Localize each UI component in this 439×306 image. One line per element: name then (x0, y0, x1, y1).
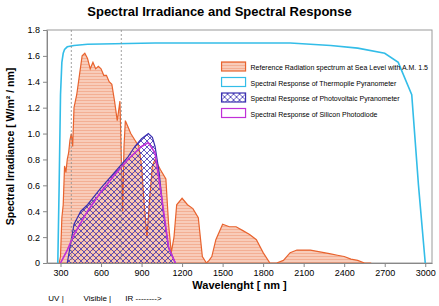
legend: Reference Radiation spectrum at Sea Leve… (222, 62, 429, 119)
x-tick-mark (223, 263, 224, 267)
y-tick-label: 0 (35, 258, 40, 268)
x-tick-label: 900 (135, 268, 150, 278)
x-tick: 600 (94, 263, 109, 278)
y-tick-label: 1.6 (27, 51, 40, 61)
legend-item: Spectral Response of Thermopile Pyranome… (222, 78, 397, 88)
y-tick-mark (43, 30, 47, 31)
x-tick: 1200 (173, 263, 193, 278)
x-tick-mark (142, 263, 143, 267)
y-tick-mark (43, 159, 47, 160)
legend-swatch (222, 93, 246, 102)
x-tick: 2700 (375, 263, 395, 278)
y-tick-mark (43, 185, 47, 186)
legend-item: Reference Radiation spectrum at Sea Leve… (222, 62, 429, 72)
y-axis: 0 0.2 0.4 0.6 0.8 1.0 1.2 1.4 1.6 1.8 (27, 25, 47, 268)
legend-swatch (222, 62, 246, 71)
y-tick-label: 1.4 (27, 77, 40, 87)
x-tick-label: 600 (94, 268, 109, 278)
y-tick: 0.6 (27, 181, 47, 191)
legend-label: Spectral Response of Thermopile Pyranome… (251, 80, 397, 88)
x-axis-title: Wavelenght [ nm ] (192, 279, 287, 291)
x-tick-label: 1800 (254, 268, 274, 278)
x-tick: 1800 (254, 263, 274, 278)
x-tick: 1500 (213, 263, 233, 278)
y-tick: 1.8 (27, 25, 47, 35)
y-tick-mark (43, 82, 47, 83)
series-line (58, 43, 425, 263)
y-tick-mark (43, 56, 47, 57)
region-boundary (71, 30, 72, 263)
series-line (61, 143, 176, 263)
x-tick-label: 2100 (294, 268, 314, 278)
y-tick: 0.2 (27, 232, 47, 242)
x-tick: 900 (135, 263, 150, 278)
legend-item: Spectral Response of Silicon Photodiode (222, 109, 378, 119)
y-tick: 1.0 (27, 129, 47, 139)
y-tick-mark (43, 263, 47, 264)
chart-container: 300 600 900 1200 1500 1800 2100 2400 2700 3000 0 0.… (0, 0, 439, 306)
y-tick-label: 0.2 (27, 232, 40, 242)
y-tick: 0 (35, 258, 47, 268)
x-tick-mark (425, 263, 426, 267)
x-tick: 2100 (294, 263, 314, 278)
x-axis-line (48, 263, 433, 264)
y-tick-label: 0.6 (27, 181, 40, 191)
region-boundary (121, 30, 122, 263)
y-tick: 1.6 (27, 51, 47, 61)
x-tick-label: 300 (53, 268, 68, 278)
x-tick-mark (304, 263, 305, 267)
x-tick-mark (101, 263, 102, 267)
x-tick-mark (385, 263, 386, 267)
chart-svg: 300 600 900 1200 1500 1800 2100 2400 2700 3000 0 0.… (0, 0, 439, 306)
y-tick: 1.4 (27, 77, 47, 87)
y-tick: 0.4 (27, 207, 47, 217)
x-tick-label: 1200 (173, 268, 193, 278)
legend-label: Spectral Response of Silicon Photodiode (251, 111, 378, 119)
y-tick-label: 0.4 (27, 207, 40, 217)
y-tick: 1.2 (27, 103, 47, 113)
x-tick-label: 2700 (375, 268, 395, 278)
annotation: UV | (48, 294, 63, 303)
y-tick-label: 0.8 (27, 155, 40, 165)
x-tick-mark (182, 263, 183, 267)
chart-title: Spectral Irradiance and Spectral Respons… (87, 4, 351, 19)
annotation: Visible | (83, 294, 111, 303)
annotation: IR --------> (125, 294, 162, 303)
x-tick-mark (344, 263, 345, 267)
x-tick: 300 (53, 263, 68, 278)
x-tick: 3000 (416, 263, 436, 278)
y-tick-mark (43, 211, 47, 212)
y-tick-mark (43, 237, 47, 238)
legend-item: Spectral Response of Photovoltaic Pyrano… (222, 93, 401, 103)
y-tick-label: 1.0 (27, 129, 40, 139)
plot-frame (47, 30, 432, 263)
legend-swatch (222, 78, 246, 87)
x-tick-mark (61, 263, 62, 267)
y-tick-mark (43, 108, 47, 109)
y-tick: 0.8 (27, 155, 47, 165)
x-tick-mark (263, 263, 264, 267)
x-tick-label: 2400 (335, 268, 355, 278)
y-axis-title: Spectral Irradiance [ W/m² / nm] (4, 68, 16, 226)
y-axis-line (47, 31, 48, 264)
legend-label: Reference Radiation spectrum at Sea Leve… (251, 64, 429, 72)
y-tick-label: 1.2 (27, 103, 40, 113)
y-tick-mark (43, 134, 47, 135)
x-axis: 300 600 900 1200 1500 1800 2100 2400 2700 3000 (48, 263, 436, 278)
legend-label: Spectral Response of Photovoltaic Pyrano… (251, 95, 401, 103)
x-tick-label: 3000 (416, 268, 436, 278)
x-tick-label: 1500 (213, 268, 233, 278)
y-tick-label: 1.8 (27, 25, 40, 35)
legend-swatch (222, 109, 246, 118)
x-tick: 2400 (335, 263, 355, 278)
